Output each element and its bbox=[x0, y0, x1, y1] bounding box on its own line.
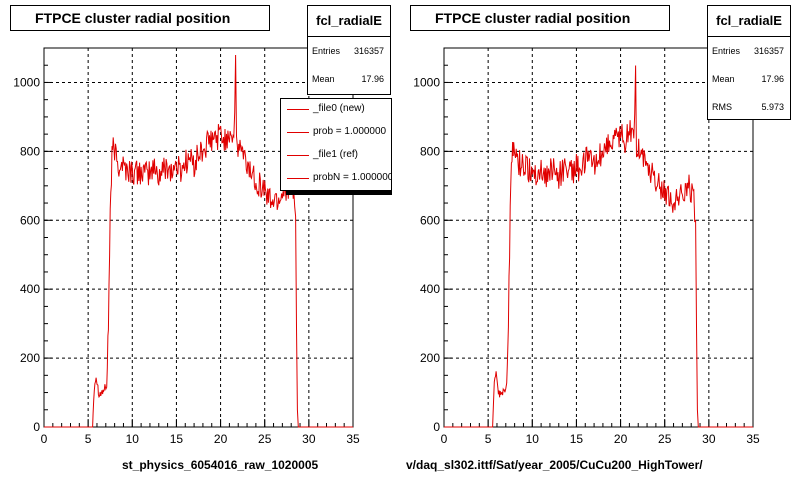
stats-row-entries-left: Entries 316357 bbox=[308, 37, 390, 65]
x-tick-label: 35 bbox=[746, 432, 760, 446]
stats-value: 5.973 bbox=[761, 102, 784, 112]
stats-row-entries-right: Entries 316357 bbox=[708, 37, 790, 65]
y-tick-label: 400 bbox=[20, 282, 40, 296]
y-tick-label: 800 bbox=[420, 144, 440, 158]
stats-label: Entries bbox=[712, 46, 741, 56]
x-axis-caption-right: v/daq_sl302.ittf/Sat/year_2005/CuCu200_H… bbox=[406, 458, 703, 472]
x-tick-label: 5 bbox=[85, 432, 92, 446]
y-tick-label: 400 bbox=[420, 282, 440, 296]
chart-title-left-text: FTPCE cluster radial position bbox=[35, 10, 231, 26]
stats-box-right: fcl_radialE Entries 316357 Mean 17.96 RM… bbox=[707, 5, 791, 120]
y-tick-label: 600 bbox=[20, 213, 40, 227]
stats-label: Mean bbox=[312, 74, 335, 84]
y-tick-label: 600 bbox=[420, 213, 440, 227]
series-line bbox=[44, 54, 353, 428]
chart-title-right: FTPCE cluster radial position bbox=[410, 5, 670, 31]
legend-line-marker bbox=[287, 178, 309, 179]
chart-title-left: FTPCE cluster radial position bbox=[10, 5, 270, 31]
x-tick-label: 0 bbox=[441, 432, 448, 446]
y-tick-label: 0 bbox=[433, 420, 440, 434]
legend-box-left: _file0 (new) prob = 1.000000 _file1 (ref… bbox=[280, 98, 392, 191]
x-tick-label: 30 bbox=[302, 432, 316, 446]
legend-entry-text: prob = 1.000000 bbox=[313, 126, 387, 137]
legend-shadow bbox=[286, 190, 392, 195]
y-tick-label: 1000 bbox=[13, 75, 40, 89]
legend-entry-file0: _file0 (new) bbox=[281, 99, 391, 121]
y-tick-label: 1000 bbox=[413, 75, 440, 89]
stats-box-left: fcl_radialE Entries 316357 Mean 17.96 bbox=[307, 5, 391, 95]
stats-row-mean-left: Mean 17.96 bbox=[308, 65, 390, 93]
x-tick-label: 25 bbox=[258, 432, 272, 446]
stats-value: 17.96 bbox=[361, 74, 384, 84]
legend-entry-text: _file1 (ref) bbox=[313, 149, 359, 160]
x-tick-label: 15 bbox=[570, 432, 584, 446]
stats-title-right: fcl_radialE bbox=[708, 6, 790, 37]
legend-line-marker bbox=[287, 132, 309, 133]
y-tick-label: 800 bbox=[20, 144, 40, 158]
stats-row-mean-right: Mean 17.96 bbox=[708, 65, 790, 93]
x-tick-label: 35 bbox=[346, 432, 360, 446]
stats-value: 316357 bbox=[353, 46, 384, 56]
legend-entry-text: probN = 1.000000 bbox=[313, 172, 392, 183]
legend-line-marker bbox=[287, 155, 309, 156]
x-tick-label: 15 bbox=[170, 432, 184, 446]
legend-entry-prob: prob = 1.000000 bbox=[281, 122, 391, 144]
x-tick-label: 10 bbox=[126, 432, 140, 446]
x-tick-label: 10 bbox=[526, 432, 540, 446]
y-tick-label: 200 bbox=[420, 351, 440, 365]
y-tick-label: 0 bbox=[33, 420, 40, 434]
series-line bbox=[444, 65, 753, 428]
x-tick-label: 25 bbox=[658, 432, 672, 446]
stats-label: Entries bbox=[312, 46, 341, 56]
legend-entry-text: _file0 (new) bbox=[313, 103, 365, 114]
x-tick-label: 20 bbox=[614, 432, 628, 446]
x-tick-label: 5 bbox=[485, 432, 492, 446]
x-tick-label: 30 bbox=[702, 432, 716, 446]
x-tick-label: 20 bbox=[214, 432, 228, 446]
legend-entry-probN: probN = 1.000000 bbox=[281, 168, 392, 190]
chart-title-right-text: FTPCE cluster radial position bbox=[435, 10, 631, 26]
stats-row-rms-right: RMS 5.973 bbox=[708, 93, 790, 121]
stats-label: Mean bbox=[712, 74, 735, 84]
legend-entry-file1: _file1 (ref) bbox=[281, 145, 391, 167]
legend-line-marker bbox=[287, 109, 309, 110]
x-axis-caption-left: st_physics_6054016_raw_1020005 bbox=[122, 458, 319, 472]
y-tick-label: 200 bbox=[20, 351, 40, 365]
stats-value: 316357 bbox=[753, 46, 784, 56]
stats-title-left: fcl_radialE bbox=[308, 6, 390, 37]
x-tick-label: 0 bbox=[41, 432, 48, 446]
stats-label: RMS bbox=[712, 102, 732, 112]
stats-value: 17.96 bbox=[761, 74, 784, 84]
